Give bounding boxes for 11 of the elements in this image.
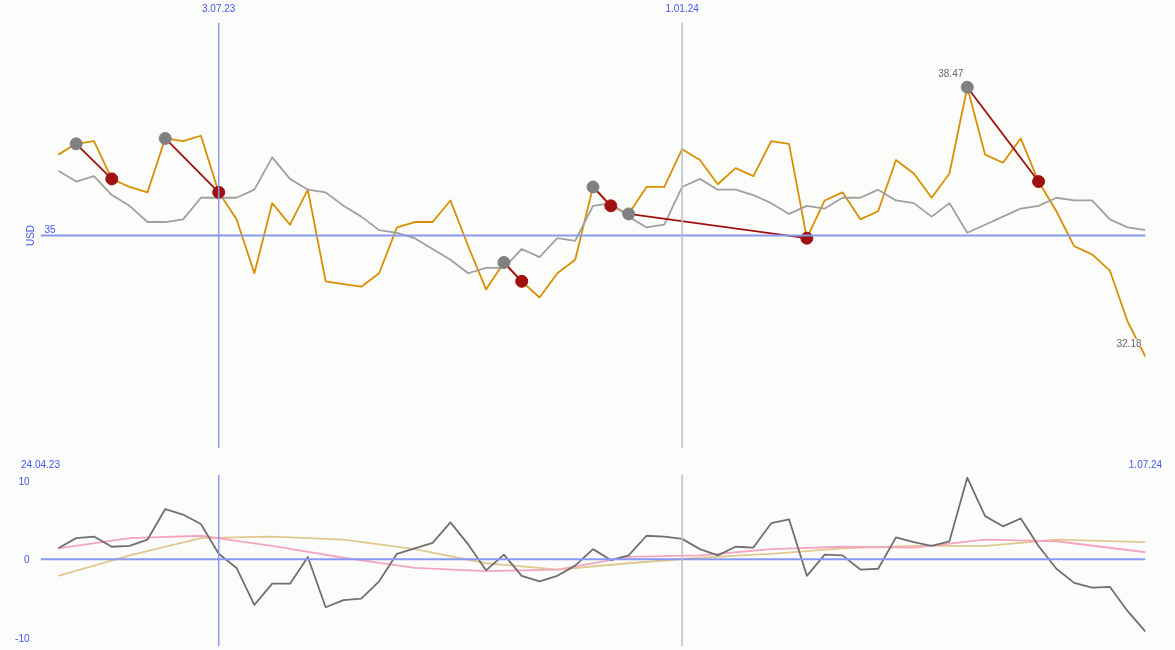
x-tick-label: 1.07.24 bbox=[1128, 458, 1163, 470]
annotation: 35 bbox=[44, 223, 57, 235]
annotation: 38.47 bbox=[938, 68, 964, 80]
x2-tick-label: 3.07.23 bbox=[202, 2, 236, 14]
y-tick-label: 10 bbox=[18, 475, 30, 487]
y-tick-label: -10 bbox=[15, 632, 30, 644]
y-axis-title: USD bbox=[24, 224, 36, 247]
x-tick-label: 24.04.23 bbox=[21, 458, 61, 470]
annotation: 32.18 bbox=[1116, 337, 1142, 349]
y-tick-label: 0 bbox=[23, 554, 30, 566]
x2-tick-label: 1.01.24 bbox=[665, 2, 700, 14]
